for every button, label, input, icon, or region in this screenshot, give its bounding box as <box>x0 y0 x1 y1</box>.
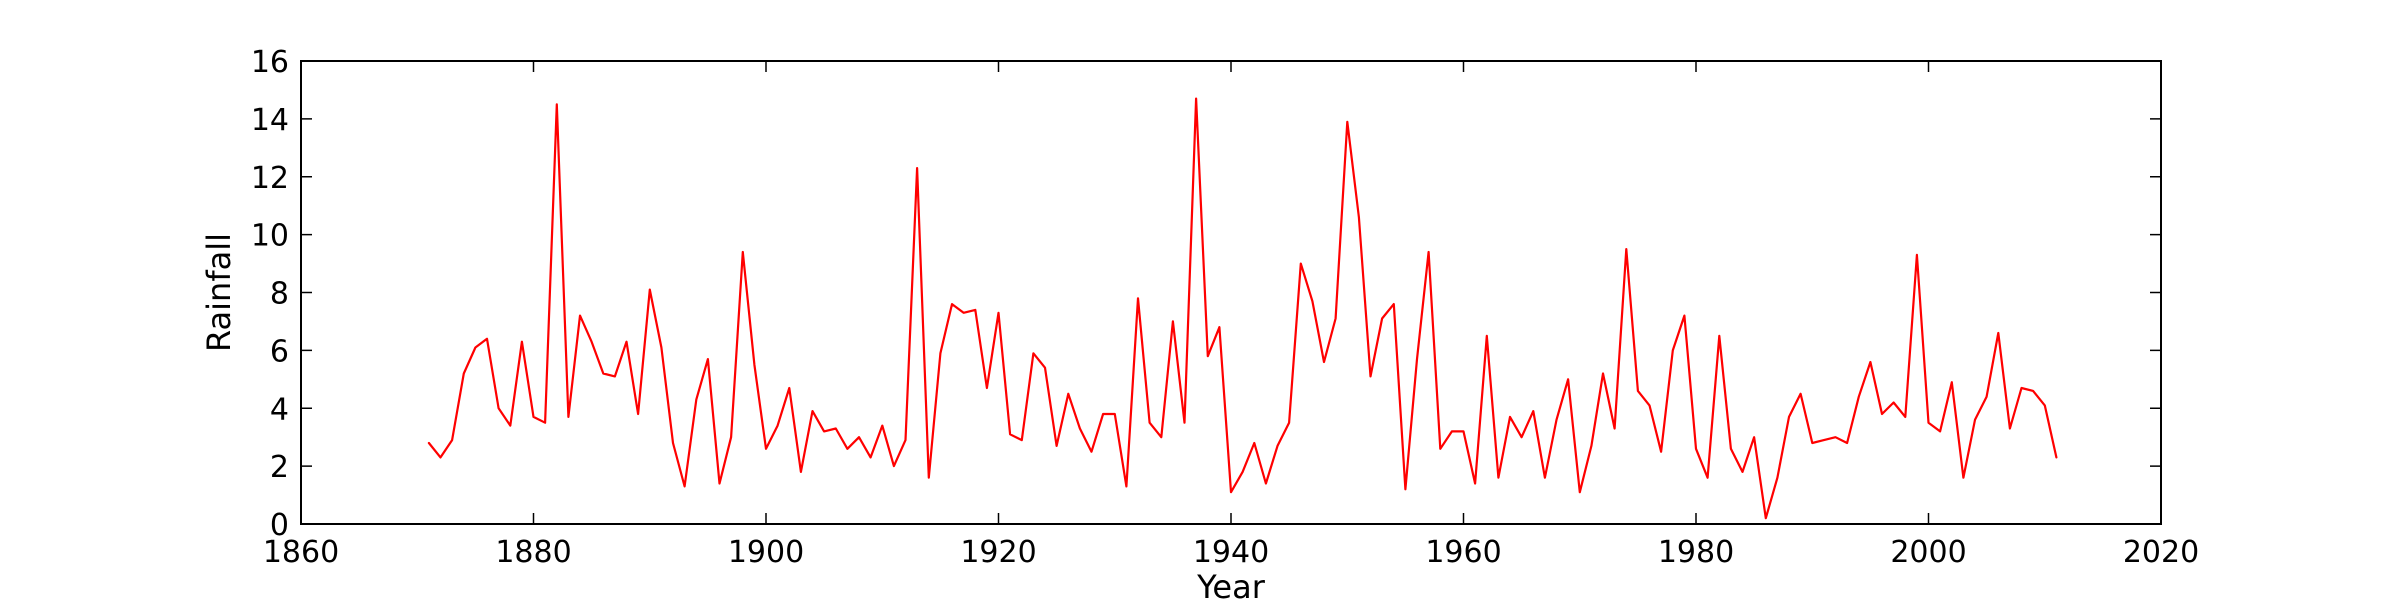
y-tick-label: 4 <box>270 392 289 427</box>
y-tick-label: 12 <box>251 161 289 196</box>
y-tick-label: 16 <box>251 45 289 80</box>
x-tick-label: 1980 <box>1658 535 1734 570</box>
x-axis-label: Year <box>1196 568 1266 600</box>
y-tick-label: 10 <box>251 219 289 254</box>
series-line-rainfall <box>427 97 2058 520</box>
y-axis-label: Rainfall <box>200 233 238 352</box>
x-tick-label: 1960 <box>1425 535 1501 570</box>
series-layer <box>427 97 2058 520</box>
y-tick-labels: 0 2 4 6 8 10 12 14 16 <box>251 45 289 543</box>
x-tick-label: 2000 <box>1890 535 1966 570</box>
y-tick-label: 8 <box>270 277 289 312</box>
x-tick-label: 1860 <box>263 535 339 570</box>
x-tick-label: 1880 <box>495 535 571 570</box>
x-tick-labels: 1860 1880 1900 1920 1940 1960 1980 2000 2020 <box>263 535 2199 570</box>
y-tick-label: 14 <box>251 103 289 138</box>
plot-frame <box>300 60 2162 525</box>
y-tick-label: 0 <box>270 508 289 543</box>
x-tick-label: 2020 <box>2123 535 2199 570</box>
y-tick-label: 2 <box>270 450 289 485</box>
x-tick-label: 1920 <box>960 535 1036 570</box>
x-tick-label: 1940 <box>1193 535 1269 570</box>
x-tick-label: 1900 <box>728 535 804 570</box>
axis-ticks <box>300 60 2162 525</box>
y-tick-label: 6 <box>270 334 289 369</box>
